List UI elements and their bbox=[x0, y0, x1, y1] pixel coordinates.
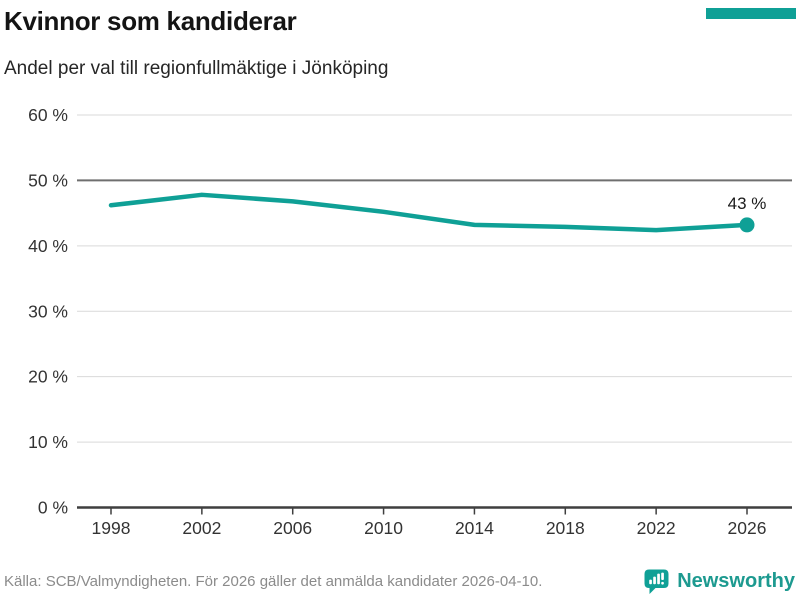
newsworthy-wordmark: Newsworthy bbox=[677, 569, 795, 592]
y-axis-tick-label: 60 % bbox=[28, 105, 68, 125]
end-point-label: 43 % bbox=[728, 194, 767, 213]
end-point-marker bbox=[739, 217, 755, 233]
x-axis-tick-label: 2022 bbox=[637, 518, 676, 538]
x-axis-tick-label: 2010 bbox=[364, 518, 403, 538]
source-note: Källa: SCB/Valmyndigheten. För 2026 gäll… bbox=[4, 572, 543, 590]
chart-footer: Källa: SCB/Valmyndigheten. För 2026 gäll… bbox=[4, 564, 795, 598]
chart-title: Kvinnor som kandiderar bbox=[4, 6, 297, 36]
brand-accent-bar bbox=[706, 8, 796, 19]
chart-subtitle: Andel per val till regionfullmäktige i J… bbox=[4, 58, 389, 79]
data-line bbox=[108, 192, 750, 233]
y-axis-tick-label: 0 % bbox=[38, 498, 68, 518]
newsworthy-logo: Newsworthy bbox=[643, 568, 795, 595]
x-axis-tick-label: 2026 bbox=[728, 518, 767, 538]
y-axis-tick-label: 10 % bbox=[28, 432, 68, 452]
x-axis-tick-label: 2014 bbox=[455, 518, 494, 538]
x-axis-tick-label: 2002 bbox=[182, 518, 221, 538]
y-axis-tick-label: 30 % bbox=[28, 301, 68, 321]
x-axis-tick-label: 2018 bbox=[546, 518, 585, 538]
x-axis-tick-label: 1998 bbox=[92, 518, 131, 538]
y-axis-tick-label: 50 % bbox=[28, 170, 68, 190]
newsworthy-bubble-chart-icon bbox=[644, 569, 669, 594]
x-axis-tick-label: 2006 bbox=[273, 518, 312, 538]
y-axis-tick-label: 40 % bbox=[28, 236, 68, 256]
y-axis-tick-label: 20 % bbox=[28, 367, 68, 387]
line-chart: 0 % 10 % 20 % 30 % 40 % 50 % 60 % 1998 2002 2006 2… bbox=[28, 105, 792, 538]
